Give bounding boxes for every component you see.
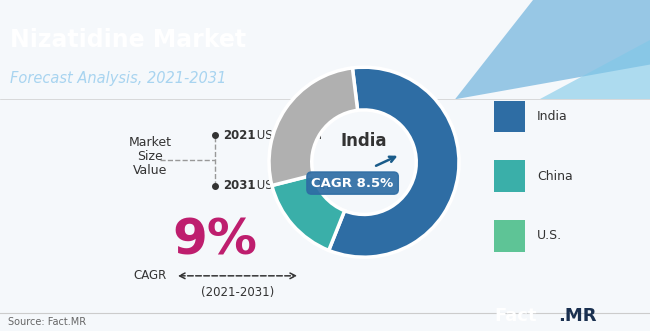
Wedge shape: [269, 68, 358, 185]
Text: .MR: .MR: [558, 307, 597, 325]
Text: India: India: [537, 110, 567, 123]
Text: Value: Value: [133, 164, 167, 177]
Text: 2021: 2021: [223, 129, 255, 142]
FancyBboxPatch shape: [494, 101, 525, 132]
Text: : US$ 12.2 Bn: : US$ 12.2 Bn: [249, 179, 330, 192]
Text: Market: Market: [129, 136, 172, 149]
Text: China: China: [537, 169, 573, 183]
Text: Source: Fact.MR: Source: Fact.MR: [8, 317, 86, 327]
Text: 2031: 2031: [223, 179, 255, 192]
Polygon shape: [455, 0, 650, 99]
Wedge shape: [329, 67, 459, 257]
Polygon shape: [540, 40, 650, 99]
Text: (2021-2031): (2021-2031): [201, 286, 274, 299]
Text: CAGR 8.5%: CAGR 8.5%: [311, 177, 394, 190]
Text: Nizatidine Market: Nizatidine Market: [10, 28, 246, 52]
Text: Forecast Analysis, 2021-2031: Forecast Analysis, 2021-2031: [10, 71, 226, 86]
Text: Size: Size: [137, 150, 163, 163]
Text: U.S.: U.S.: [537, 229, 562, 242]
Text: Fact: Fact: [495, 307, 537, 325]
FancyBboxPatch shape: [494, 220, 525, 252]
Text: India: India: [341, 132, 387, 150]
Text: CAGR: CAGR: [133, 269, 166, 282]
Text: : US$ 5.1 Bn: : US$ 5.1 Bn: [249, 129, 322, 142]
Wedge shape: [272, 175, 344, 250]
FancyBboxPatch shape: [494, 160, 525, 192]
Text: 9%: 9%: [172, 217, 257, 265]
